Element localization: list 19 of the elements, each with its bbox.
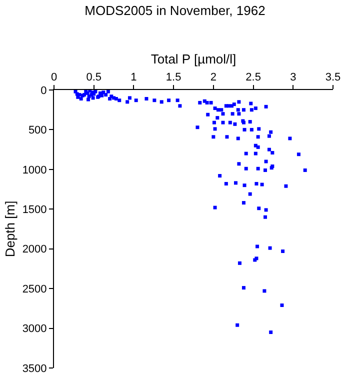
- y-axis-title: Depth [m]: [2, 200, 18, 258]
- y-tick-label: 0: [40, 84, 47, 97]
- x-tick-label: 0: [50, 72, 58, 84]
- x-tick-label: 3: [290, 72, 296, 84]
- y-tick-label: 1000: [22, 164, 47, 176]
- chart-title: MODS2005 in November, 1962: [84, 2, 266, 18]
- y-tick-label: 3500: [22, 362, 47, 375]
- y-tick-label: 1500: [22, 204, 47, 216]
- y-tick-label: 2000: [22, 244, 47, 256]
- y-tick-label: 500: [28, 124, 47, 137]
- y-tick-label: 2500: [22, 283, 47, 296]
- x-tick-label: 1: [130, 72, 137, 84]
- x-tick-label: 3.5: [325, 72, 341, 84]
- x-tick-label: 2.5: [246, 72, 261, 84]
- y-tick-label: 3000: [22, 323, 47, 336]
- x-tick-label: 2: [210, 72, 216, 84]
- x-tick-label: 0.5: [86, 72, 102, 84]
- x-tick-label: 1.5: [166, 72, 182, 84]
- x-axis-title: Total P [µmol/l]: [150, 52, 236, 67]
